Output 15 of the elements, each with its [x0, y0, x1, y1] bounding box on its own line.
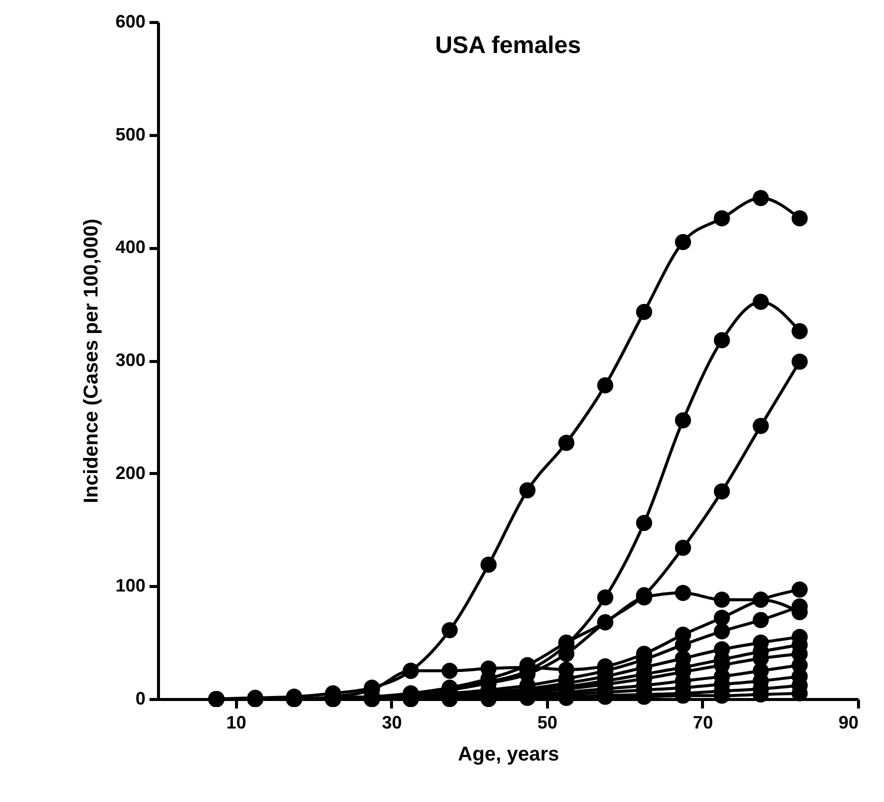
x-tick-label: 70: [692, 712, 713, 732]
y-tick-label: 100: [115, 576, 146, 596]
chart-title: USA females: [435, 32, 581, 59]
x-tick-label: 90: [838, 712, 858, 732]
y-tick-label: 300: [115, 350, 146, 370]
x-tick-label: 50: [537, 712, 558, 732]
y-tick-label: 0: [135, 688, 146, 708]
y-tick-label: 200: [115, 462, 146, 483]
y-tick-label: 500: [115, 124, 146, 144]
y-tick-label: 600: [115, 12, 146, 32]
x-tick-label: 10: [226, 712, 246, 732]
x-tick-label: 30: [382, 712, 402, 732]
y-axis-title: Incidence (Cases per 100,000): [80, 218, 102, 504]
y-tick-label: 400: [115, 237, 146, 258]
x-axis-title: Age, years: [458, 744, 560, 766]
